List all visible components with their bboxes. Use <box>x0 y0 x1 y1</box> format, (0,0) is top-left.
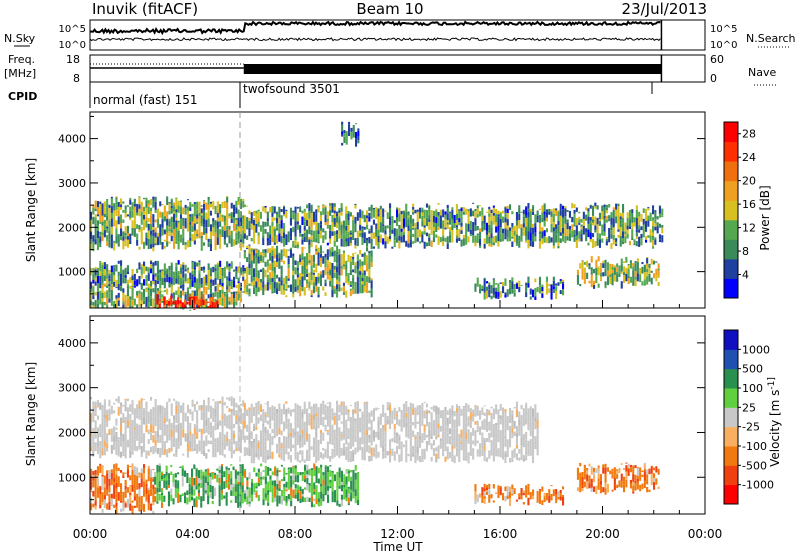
noise-panel: N.Sky 10^5 10^0 10^5 10^0 N.Search <box>4 19 796 51</box>
vel-echo-band <box>154 463 360 508</box>
frequency-panel: Freq. [MHz] 18 8 60 0 Nave <box>4 53 776 86</box>
time-xtick-label: 12:00 <box>380 527 415 541</box>
time-xtick-label: 00:00 <box>688 527 723 541</box>
velocity-colorbar-swatch <box>724 388 738 408</box>
velocity-colorbar-swatch <box>724 426 738 447</box>
nsearch-label: N.Search <box>746 32 796 45</box>
velocity-colorbar-swatch <box>724 330 738 350</box>
vel-echo-band <box>576 462 660 495</box>
power-ytick-label: 4000 <box>58 133 86 146</box>
power-echo-band <box>576 256 660 289</box>
freq-tick-low: 8 <box>73 72 80 85</box>
cpid-mode-normal: normal (fast) 151 <box>93 93 197 107</box>
velocity-colorbar-swatch <box>724 349 738 370</box>
velocity-colorbar-tick-label: 1000 <box>742 343 770 356</box>
time-xtick-label: 20:00 <box>585 527 620 541</box>
nave-tick-low: 0 <box>710 72 717 85</box>
velocity-colorbar-swatch <box>724 465 738 486</box>
nave-label: Nave <box>748 66 776 79</box>
nsearch-tick-high: 10^5 <box>710 24 737 35</box>
power-echo-band <box>90 196 245 252</box>
power-colorbar-swatch <box>724 180 738 201</box>
power-colorbar-swatch <box>724 122 738 143</box>
vel-ytick-label: 3000 <box>58 382 86 395</box>
power-echo-band <box>243 202 664 249</box>
power-echo-band <box>341 121 360 147</box>
power-colorbar-tick-label: 16 <box>742 198 756 211</box>
power-echo-band <box>243 244 373 298</box>
power-colorbar-tick-label: 20 <box>742 175 756 188</box>
nsky-tick-low: 10^0 <box>59 40 86 51</box>
power-ytick-label: 2000 <box>58 221 86 234</box>
velocity-colorbar-swatch <box>724 446 738 466</box>
power-panel: Slant Range [km] 1000 2000 3000 4000 4 8 12 16… <box>24 111 772 311</box>
velocity-panel: Slant Range [km] 1000 2000 3000 4000 00:00 0… <box>24 300 782 554</box>
vel-echo-band <box>474 483 565 506</box>
velocity-colorbar-tick-label: -500 <box>742 459 767 472</box>
velocity-colorbar-swatch <box>724 368 738 389</box>
cpid-label: CPID <box>8 90 37 103</box>
power-colorbar-swatch <box>724 200 738 221</box>
power-ytick-label: 1000 <box>58 266 86 279</box>
power-echo-band <box>154 294 219 310</box>
power-colorbar-tick-label: 4 <box>742 269 749 282</box>
velocity-colorbar-tick-label: -100 <box>742 440 767 453</box>
time-xtick-label: 00:00 <box>73 527 108 541</box>
vel-ytick-label: 1000 <box>58 471 86 484</box>
vel-ytick-label: 4000 <box>58 337 86 350</box>
power-colorbar-swatch <box>724 278 738 299</box>
vel-echo-band <box>90 463 155 514</box>
velocity-colorbar-tick-label: -25 <box>742 421 760 434</box>
vel-echo-band <box>243 400 539 464</box>
time-xtick-label: 16:00 <box>483 527 518 541</box>
velocity-colorbar-tick-label: 100 <box>742 382 763 395</box>
cpid-mode-twofsound: twofsound 3501 <box>243 82 340 96</box>
velocity-colorbar-tick-label: 25 <box>742 401 756 414</box>
nsky-label: N.Sky <box>4 32 36 45</box>
power-colorbar-tick-label: 24 <box>742 151 756 164</box>
power-colorbar-label: Power [dB] <box>758 185 772 250</box>
power-ylabel: Slant Range [km] <box>24 158 38 262</box>
nsearch-tick-low: 10^0 <box>710 40 737 51</box>
velocity-colorbar-label: Velocity [m s-1] <box>767 377 782 467</box>
power-colorbar-swatch <box>724 219 738 240</box>
power-colorbar-tick-label: 28 <box>742 128 756 141</box>
nsearch-trace <box>89 37 661 42</box>
freq-label-line1: Freq. <box>8 53 35 66</box>
vel-ytick-label: 2000 <box>58 426 86 439</box>
power-colorbar-swatch <box>724 239 738 260</box>
freq-trace-twofsound <box>243 64 662 74</box>
power-colorbar-tick-label: 12 <box>742 222 756 235</box>
power-colorbar-tick-label: 8 <box>742 245 749 258</box>
velocity-colorbar-tick-label: 500 <box>742 363 763 376</box>
power-colorbar-swatch <box>724 141 738 162</box>
freq-label-line2: [MHz] <box>4 67 36 80</box>
velocity-colorbar-frame <box>723 329 739 505</box>
velocity-colorbar-tick-label: -1000 <box>742 479 774 492</box>
time-xtick-label: 08:00 <box>278 527 313 541</box>
velocity-colorbar-swatch <box>724 484 738 505</box>
power-echo-band <box>474 276 565 300</box>
velocity-xlabel: Time UT <box>372 540 423 554</box>
vel-echo-band <box>90 396 245 459</box>
nsky-trace <box>89 20 661 36</box>
power-colorbar-swatch <box>724 161 738 182</box>
power-colorbar-frame <box>723 121 739 299</box>
freq-tick-high: 18 <box>66 53 80 66</box>
date-title: 23/Jul/2013 <box>622 0 707 18</box>
time-xtick-label: 04:00 <box>175 527 210 541</box>
nsky-tick-high: 10^5 <box>59 24 86 35</box>
power-ytick-label: 3000 <box>58 177 86 190</box>
nave-tick-high: 60 <box>710 53 724 66</box>
cpid-panel: CPID normal (fast) 151 twofsound 3501 <box>8 82 653 108</box>
beam-title: Beam 10 <box>356 0 423 18</box>
power-colorbar-swatch <box>724 258 738 279</box>
velocity-ylabel: Slant Range [km] <box>24 362 38 466</box>
site-title: Inuvik (fitACF) <box>92 0 198 18</box>
power-echo-band <box>90 260 245 291</box>
velocity-colorbar-swatch <box>724 407 738 428</box>
